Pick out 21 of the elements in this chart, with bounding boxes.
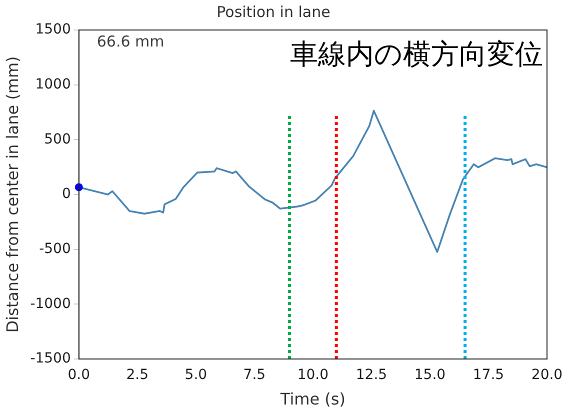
x-axis-title: Time (s) — [279, 390, 346, 409]
y-tick-label: -1500 — [30, 350, 71, 367]
annotation: 66.6 mm — [96, 32, 164, 50]
x-tick-label: 5.0 — [184, 367, 208, 384]
x-tick-label: 0.0 — [68, 367, 90, 384]
annotation: 車線内の横方向変位 — [290, 37, 543, 70]
x-tick-label: 10.0 — [297, 367, 329, 384]
y-tick-label: 0 — [62, 186, 71, 202]
y-tick-label: 500 — [44, 131, 71, 148]
y-tick-label: 1000 — [35, 76, 71, 92]
y-axis-title: Distance from center in lane (mm) — [2, 56, 22, 333]
y-tick-label: 1500 — [35, 22, 71, 38]
x-tick-label: 12.5 — [356, 367, 388, 384]
chart-title: Position in lane — [216, 2, 330, 21]
y-tick-label: -1000 — [30, 296, 71, 312]
y-tick-label: -500 — [39, 240, 71, 257]
x-tick-label: 2.5 — [126, 367, 149, 384]
x-tick-label: 17.5 — [472, 367, 504, 384]
x-tick-label: 15.0 — [414, 367, 446, 384]
x-tick-label: 20.0 — [531, 367, 563, 384]
x-tick-label: 7.5 — [243, 367, 266, 384]
